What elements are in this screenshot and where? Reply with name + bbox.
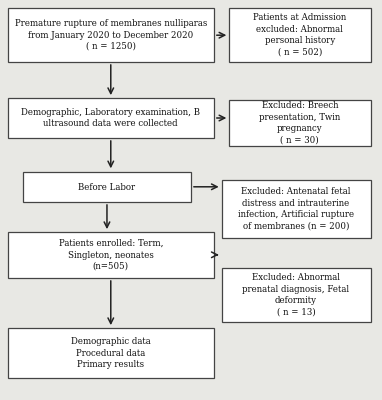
Text: Demographic data
Procedural data
Primary results: Demographic data Procedural data Primary… xyxy=(71,337,151,369)
FancyBboxPatch shape xyxy=(8,328,214,378)
Text: Excluded: Breech
presentation, Twin
pregnancy
( n = 30): Excluded: Breech presentation, Twin preg… xyxy=(259,101,340,145)
Text: Before Labor: Before Labor xyxy=(78,182,136,192)
Text: Excluded: Antenatal fetal
distress and intrauterine
infection, Artificial ruptur: Excluded: Antenatal fetal distress and i… xyxy=(238,187,354,231)
FancyBboxPatch shape xyxy=(23,172,191,202)
FancyBboxPatch shape xyxy=(8,98,214,138)
FancyBboxPatch shape xyxy=(229,100,371,146)
FancyBboxPatch shape xyxy=(222,268,371,322)
Text: Patients enrolled: Term,
Singleton, neonates
(n=505): Patients enrolled: Term, Singleton, neon… xyxy=(58,239,163,271)
FancyBboxPatch shape xyxy=(8,8,214,62)
FancyBboxPatch shape xyxy=(229,8,371,62)
Text: Excluded: Abnormal
prenatal diagnosis, Fetal
deformity
( n = 13): Excluded: Abnormal prenatal diagnosis, F… xyxy=(243,273,350,317)
Text: Patients at Admission
excluded: Abnormal
personal history
( n = 502): Patients at Admission excluded: Abnormal… xyxy=(253,13,346,57)
FancyBboxPatch shape xyxy=(8,232,214,278)
Text: Demographic, Laboratory examination, B
ultrasound data were collected: Demographic, Laboratory examination, B u… xyxy=(21,108,200,128)
Text: Premature rupture of membranes nulliparas
from January 2020 to December 2020
( n: Premature rupture of membranes nullipara… xyxy=(15,19,207,51)
FancyBboxPatch shape xyxy=(222,180,371,238)
